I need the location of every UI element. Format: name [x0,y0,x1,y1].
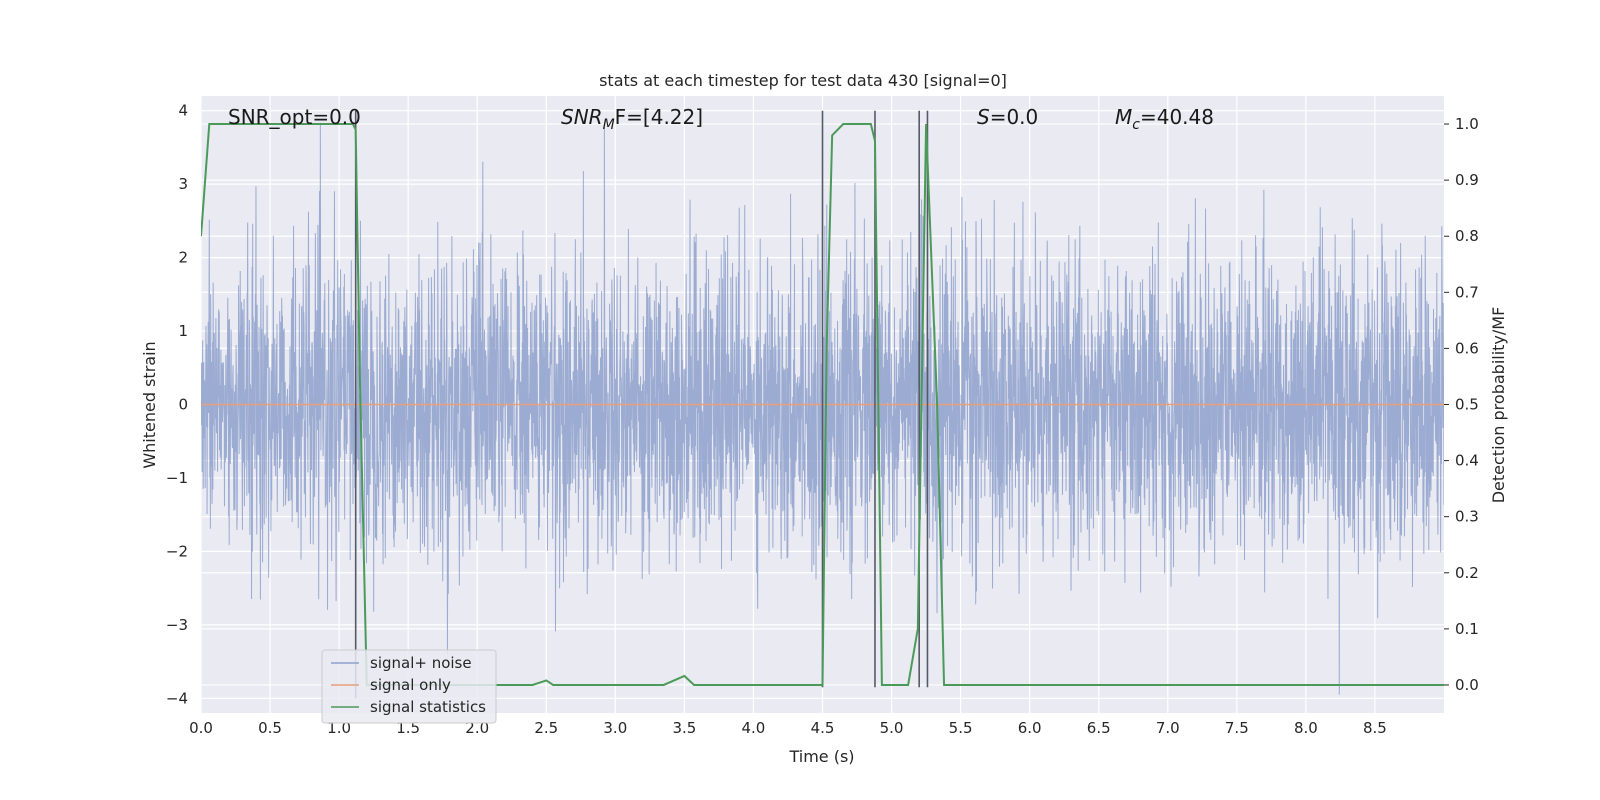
x-tick-label: 4.0 [742,719,766,737]
right-y-axis-label: Detection probability/MF [1489,307,1508,504]
right-y-tick-label: 0.4 [1455,452,1479,470]
annotation-snr-opt: SNR_opt=0.0 [228,105,361,129]
legend-box [321,649,497,724]
x-tick-label: 5.5 [949,719,973,737]
left-y-tick-label: 2 [178,249,188,267]
chart-title: stats at each timestep for test data 430… [599,71,1007,90]
left-y-tick-label: −1 [166,469,188,487]
left-y-tick-label: −4 [166,689,188,707]
annotation-snr-mf-main: SNR [561,105,603,129]
x-tick-label: 7.5 [1225,719,1249,737]
x-axis-label: Time (s) [788,747,854,766]
right-y-tick-label: 0.5 [1455,396,1479,414]
right-y-tick-label: 0.2 [1455,564,1479,582]
annotation-s-main: S [977,105,990,129]
left-y-tick-label: 4 [178,102,188,120]
x-tick-label: 7.0 [1156,719,1180,737]
annotation-mc: Mc=40.48 [1115,105,1214,133]
annotation-mc-sub: c [1132,117,1140,133]
right-y-tick-label: 0.9 [1455,171,1479,189]
annotation-snr-mf: SNRMF=[4.22] [561,105,703,133]
x-tick-label: 0.0 [189,719,213,737]
right-y-tick-label: 0.8 [1455,227,1479,245]
annotation-s: S=0.0 [977,105,1038,129]
annotation-mc-main: M [1115,105,1132,129]
x-tick-label: 6.0 [1018,719,1042,737]
annotation-snr-mf-rest: F=[4.22] [615,105,703,129]
x-tick-label: 2.5 [534,719,558,737]
right-y-axis-ticks: 1.0 0.9 0.8 0.7 0.6 0.5 0.4 0.3 0.2 0.1 0.0 [1444,115,1479,694]
left-y-axis-label: Whitened strain [140,341,159,468]
right-y-tick-label: 1.0 [1455,115,1479,133]
annotation-mc-rest: =40.48 [1140,105,1214,129]
x-tick-label: 4.5 [811,719,835,737]
series-signal-statistics [201,123,1444,686]
right-y-tick-label: 0.0 [1455,676,1479,694]
plot-content [201,110,1444,699]
left-y-tick-label: 0 [178,396,188,414]
legend: signal+ noise signal only signal statist… [321,649,497,724]
x-tick-label: 8.0 [1294,719,1318,737]
annotation-s-rest: =0.0 [990,105,1039,129]
x-tick-label: 3.0 [603,719,627,737]
x-tick-label: 8.5 [1363,719,1387,737]
x-tick-label: 6.5 [1087,719,1111,737]
left-y-tick-label: 3 [178,175,188,193]
x-tick-label: 0.5 [258,719,282,737]
left-y-tick-label: 1 [178,322,188,340]
left-y-tick-label: −2 [166,542,188,560]
left-y-axis-ticks: 4 3 2 1 0 −1 −2 −3 −4 [166,102,188,708]
legend-label-signal-only: signal only [370,676,451,694]
annotation-snr-mf-sub: M [603,117,615,133]
right-y-tick-label: 0.7 [1455,283,1479,301]
legend-label-signal-noise: signal+ noise [370,654,472,672]
x-tick-label: 3.5 [672,719,696,737]
x-tick-label: 5.0 [880,719,904,737]
right-y-tick-label: 0.6 [1455,339,1479,357]
legend-label-signal-statistics: signal statistics [370,698,486,716]
right-y-tick-label: 0.3 [1455,508,1479,526]
left-y-tick-label: −3 [166,616,188,634]
right-y-tick-label: 0.1 [1455,620,1479,638]
